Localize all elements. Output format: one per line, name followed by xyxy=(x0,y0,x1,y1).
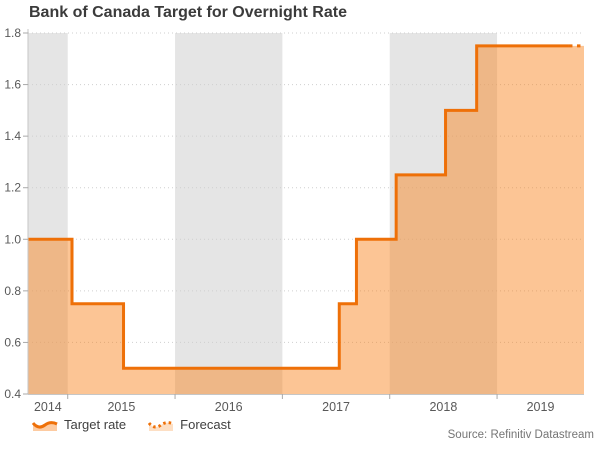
chart-legend: Target rate Forecast xyxy=(32,417,231,432)
year-band xyxy=(28,33,68,394)
y-axis-label: 0.6 xyxy=(4,335,21,349)
axes xyxy=(23,29,584,399)
x-axis-label: 2019 xyxy=(527,400,555,414)
legend-label-forecast: Forecast xyxy=(180,417,231,432)
year-band xyxy=(175,33,283,394)
year-bands xyxy=(28,33,498,394)
x-axis-label: 2015 xyxy=(107,400,135,414)
y-axis-label: 0.4 xyxy=(4,387,21,401)
y-axis-label: 0.8 xyxy=(4,284,21,298)
year-band xyxy=(389,33,498,394)
forecast-legend-icon xyxy=(148,420,174,431)
legend-item-target-rate: Target rate xyxy=(32,417,126,432)
y-axis-label: 1.6 xyxy=(4,78,21,92)
x-axis-label: 2016 xyxy=(215,400,243,414)
y-axis-label: 1.0 xyxy=(4,232,21,246)
x-axis-label: 2014 xyxy=(34,400,62,414)
legend-label-target-rate: Target rate xyxy=(64,417,127,432)
area-fill xyxy=(28,45,584,395)
gridlines xyxy=(28,32,584,343)
y-axis-label: 1.4 xyxy=(4,129,21,143)
source-note: Source: Refinitiv Datastream xyxy=(447,429,594,441)
y-axis-label: 1.2 xyxy=(4,181,21,195)
target-rate-line xyxy=(28,44,569,370)
legend-item-forecast: Forecast xyxy=(148,417,231,432)
y-axis-label: 1.8 xyxy=(4,26,21,40)
chart-title: Bank of Canada Target for Overnight Rate xyxy=(29,4,347,21)
target-rate-legend-icon xyxy=(32,420,58,431)
x-axis-label: 2018 xyxy=(429,400,457,414)
x-axis-label: 2017 xyxy=(322,400,350,414)
